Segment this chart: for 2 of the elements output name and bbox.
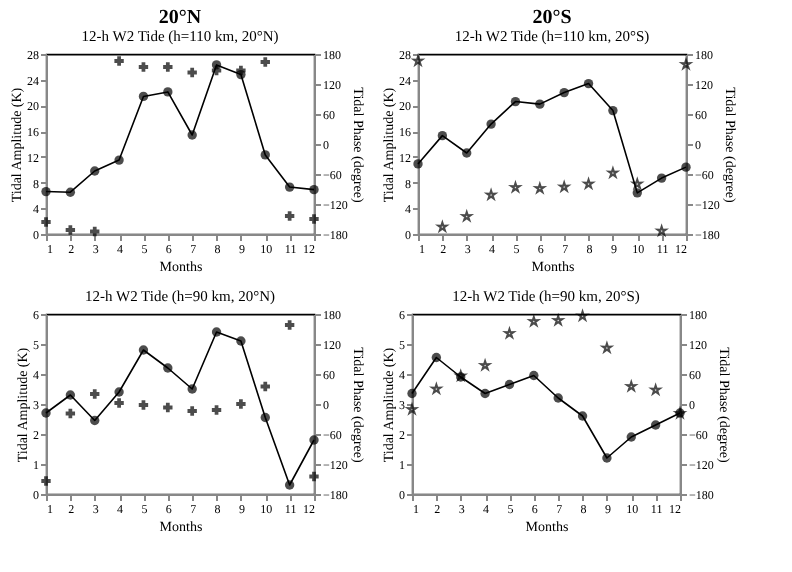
chart-title: 20°N [158, 7, 203, 29]
chart-title: 20°S [532, 7, 573, 29]
